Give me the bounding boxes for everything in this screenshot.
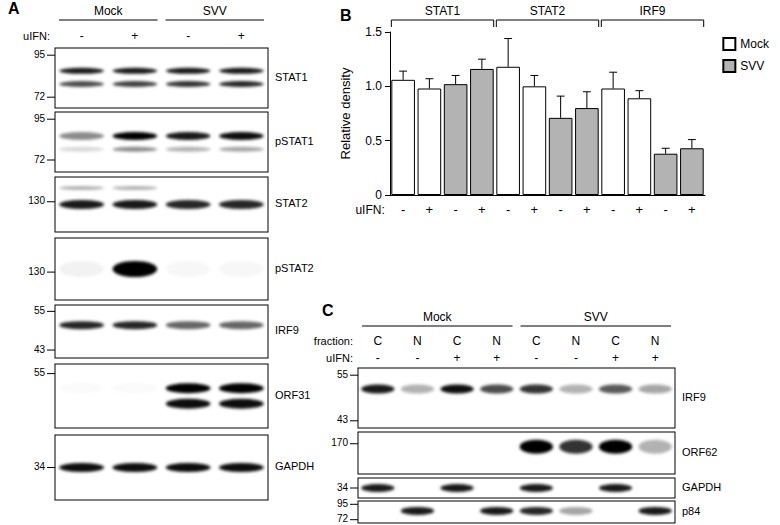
svg-text:72: 72 xyxy=(34,91,46,102)
svg-text:IRF9: IRF9 xyxy=(275,324,299,336)
svg-text:fraction:: fraction: xyxy=(314,335,353,347)
svg-text:55: 55 xyxy=(34,305,46,316)
svg-text:STAT1: STAT1 xyxy=(425,4,461,18)
svg-text:C: C xyxy=(453,334,462,348)
svg-text:-: - xyxy=(558,202,562,217)
svg-text:B: B xyxy=(340,7,352,24)
svg-text:+: + xyxy=(131,29,138,43)
svg-text:Mock: Mock xyxy=(740,37,770,51)
svg-text:N: N xyxy=(651,334,660,348)
svg-text:130: 130 xyxy=(28,195,45,206)
svg-text:34: 34 xyxy=(34,461,46,472)
svg-text:-: - xyxy=(186,29,190,43)
svg-text:-: - xyxy=(663,202,667,217)
svg-text:1.0: 1.0 xyxy=(365,79,382,93)
svg-text:130: 130 xyxy=(28,266,45,277)
svg-text:-: - xyxy=(506,202,510,217)
svg-text:1.5: 1.5 xyxy=(365,25,382,39)
svg-text:Mock: Mock xyxy=(423,310,453,324)
svg-text:N: N xyxy=(413,334,422,348)
svg-text:-: - xyxy=(534,351,538,365)
svg-text:C: C xyxy=(373,334,382,348)
svg-text:IRF9: IRF9 xyxy=(639,4,665,18)
svg-text:N: N xyxy=(572,334,581,348)
svg-text:A: A xyxy=(8,0,20,17)
svg-text:+: + xyxy=(238,29,245,43)
svg-text:uIFN:: uIFN: xyxy=(23,30,50,42)
svg-text:C: C xyxy=(611,334,620,348)
svg-text:+: + xyxy=(688,202,696,217)
svg-text:+: + xyxy=(454,351,461,365)
svg-text:N: N xyxy=(492,334,501,348)
svg-text:-: - xyxy=(611,202,615,217)
svg-text:+: + xyxy=(652,351,659,365)
svg-text:+: + xyxy=(583,202,591,217)
svg-text:+: + xyxy=(493,351,500,365)
svg-text:pSTAT2: pSTAT2 xyxy=(275,262,314,274)
svg-text:-: - xyxy=(453,202,457,217)
svg-text:34: 34 xyxy=(337,482,349,493)
svg-text:95: 95 xyxy=(34,49,46,60)
svg-text:pSTAT1: pSTAT1 xyxy=(275,135,314,147)
svg-text:STAT2: STAT2 xyxy=(530,4,566,18)
svg-text:+: + xyxy=(531,202,539,217)
svg-text:C: C xyxy=(322,302,334,319)
svg-text:72: 72 xyxy=(34,154,46,165)
svg-text:Relative density: Relative density xyxy=(338,67,353,159)
svg-text:IRF9: IRF9 xyxy=(682,391,706,403)
svg-text:95: 95 xyxy=(34,113,46,124)
svg-text:0: 0 xyxy=(375,188,382,202)
svg-text:SVV: SVV xyxy=(740,59,764,73)
svg-text:55: 55 xyxy=(34,367,46,378)
svg-text:95: 95 xyxy=(337,498,349,509)
svg-text:43: 43 xyxy=(337,414,349,425)
svg-text:C: C xyxy=(532,334,541,348)
svg-text:-: - xyxy=(415,351,419,365)
svg-text:+: + xyxy=(478,202,486,217)
svg-text:SVV: SVV xyxy=(203,4,227,18)
svg-text:p84: p84 xyxy=(682,505,700,517)
svg-text:uIFN:: uIFN: xyxy=(355,203,384,217)
svg-text:170: 170 xyxy=(331,437,348,448)
svg-text:GAPDH: GAPDH xyxy=(682,481,721,493)
svg-text:-: - xyxy=(574,351,578,365)
svg-text:+: + xyxy=(636,202,644,217)
svg-text:GAPDH: GAPDH xyxy=(275,460,314,472)
svg-text:ORF31: ORF31 xyxy=(275,389,310,401)
svg-text:SVV: SVV xyxy=(584,310,608,324)
svg-text:ORF62: ORF62 xyxy=(682,446,717,458)
svg-text:72: 72 xyxy=(337,513,349,524)
svg-text:Mock: Mock xyxy=(94,4,124,18)
svg-text:+: + xyxy=(612,351,619,365)
svg-text:uIFN:: uIFN: xyxy=(326,352,353,364)
svg-text:STAT1: STAT1 xyxy=(275,71,308,83)
svg-text:-: - xyxy=(376,351,380,365)
svg-text:STAT2: STAT2 xyxy=(275,197,308,209)
svg-text:0.5: 0.5 xyxy=(365,134,382,148)
svg-text:+: + xyxy=(426,202,434,217)
svg-text:-: - xyxy=(80,29,84,43)
svg-text:43: 43 xyxy=(34,344,46,355)
svg-text:-: - xyxy=(401,202,405,217)
svg-text:55: 55 xyxy=(337,369,349,380)
